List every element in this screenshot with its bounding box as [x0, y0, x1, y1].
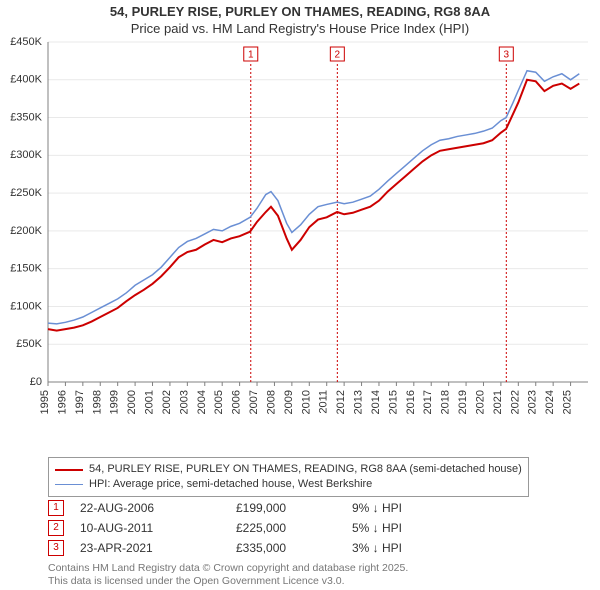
- x-tick-label: 2012: [335, 390, 347, 414]
- x-tick-label: 2018: [440, 390, 452, 414]
- x-tick-label: 2017: [422, 390, 434, 414]
- x-tick-label: 2004: [196, 390, 208, 414]
- x-tick-label: 2025: [562, 390, 574, 414]
- event-marker-box: 1: [48, 500, 64, 516]
- event-date: 10-AUG-2011: [80, 521, 220, 535]
- event-delta: 3% ↓ HPI: [352, 541, 452, 555]
- y-tick-label: £400K: [10, 74, 42, 86]
- x-tick-label: 2003: [178, 390, 190, 414]
- x-tick-label: 2020: [474, 390, 486, 414]
- x-tick-label: 1995: [39, 390, 51, 414]
- chart-title-line1: 54, PURLEY RISE, PURLEY ON THAMES, READI…: [0, 4, 600, 19]
- event-date: 23-APR-2021: [80, 541, 220, 555]
- event-marker-box: 2: [48, 520, 64, 536]
- y-tick-label: £450K: [10, 36, 42, 48]
- x-tick-label: 2016: [405, 390, 417, 414]
- y-tick-label: £200K: [10, 225, 42, 237]
- event-delta: 9% ↓ HPI: [352, 501, 452, 515]
- legend-swatch: [55, 469, 83, 471]
- event-price: £199,000: [236, 501, 336, 515]
- x-tick-label: 2000: [126, 390, 138, 414]
- event-delta: 5% ↓ HPI: [352, 521, 452, 535]
- event-row-3: 3 23-APR-2021 £335,000 3% ↓ HPI: [48, 540, 452, 556]
- legend-swatch: [55, 484, 83, 485]
- y-tick-label: £350K: [10, 111, 42, 123]
- event-marker-2: 2: [335, 50, 341, 61]
- event-date: 22-AUG-2006: [80, 501, 220, 515]
- legend-item-hpi: HPI: Average price, semi-detached house,…: [55, 477, 522, 492]
- chart-container: { "title_line1": "54, PURLEY RISE, PURLE…: [0, 0, 600, 590]
- x-tick-label: 2001: [144, 390, 156, 414]
- disclaimer-line2: This data is licensed under the Open Gov…: [48, 575, 345, 588]
- x-tick-label: 2024: [544, 390, 556, 414]
- disclaimer-line1: Contains HM Land Registry data © Crown c…: [48, 562, 408, 575]
- x-tick-label: 2005: [213, 390, 225, 414]
- x-tick-label: 2015: [387, 390, 399, 414]
- event-marker-1: 1: [248, 50, 254, 61]
- y-tick-label: £100K: [10, 300, 42, 312]
- x-tick-label: 2013: [353, 390, 365, 414]
- legend: 54, PURLEY RISE, PURLEY ON THAMES, READI…: [48, 457, 529, 497]
- x-tick-label: 2014: [370, 390, 382, 414]
- x-tick-label: 2019: [457, 390, 469, 414]
- x-tick-label: 1996: [56, 390, 68, 414]
- x-tick-label: 2002: [161, 390, 173, 414]
- x-tick-label: 1999: [109, 390, 121, 414]
- x-tick-label: 2023: [527, 390, 539, 414]
- y-tick-label: £300K: [10, 149, 42, 161]
- x-tick-label: 2008: [265, 390, 277, 414]
- event-marker-3: 3: [504, 50, 510, 61]
- x-tick-label: 1998: [91, 390, 103, 414]
- event-marker-box: 3: [48, 540, 64, 556]
- x-tick-label: 1997: [74, 390, 86, 414]
- chart-title-line2: Price paid vs. HM Land Registry's House …: [0, 21, 600, 36]
- chart-plot: £0£50K£100K£150K£200K£250K£300K£350K£400…: [48, 42, 588, 422]
- legend-label: 54, PURLEY RISE, PURLEY ON THAMES, READI…: [89, 462, 522, 477]
- x-tick-label: 2022: [509, 390, 521, 414]
- x-tick-label: 2021: [492, 390, 504, 414]
- y-tick-label: £50K: [16, 338, 42, 350]
- event-row-1: 1 22-AUG-2006 £199,000 9% ↓ HPI: [48, 500, 452, 516]
- x-tick-label: 2010: [300, 390, 312, 414]
- x-tick-label: 2007: [248, 390, 260, 414]
- event-price: £335,000: [236, 541, 336, 555]
- event-price: £225,000: [236, 521, 336, 535]
- legend-item-property: 54, PURLEY RISE, PURLEY ON THAMES, READI…: [55, 462, 522, 477]
- x-tick-label: 2011: [318, 390, 330, 414]
- y-tick-label: £250K: [10, 187, 42, 199]
- x-tick-label: 2009: [283, 390, 295, 414]
- y-tick-label: £0: [30, 376, 42, 388]
- y-tick-label: £150K: [10, 263, 42, 275]
- x-tick-label: 2006: [231, 390, 243, 414]
- legend-label: HPI: Average price, semi-detached house,…: [89, 477, 372, 492]
- event-row-2: 2 10-AUG-2011 £225,000 5% ↓ HPI: [48, 520, 452, 536]
